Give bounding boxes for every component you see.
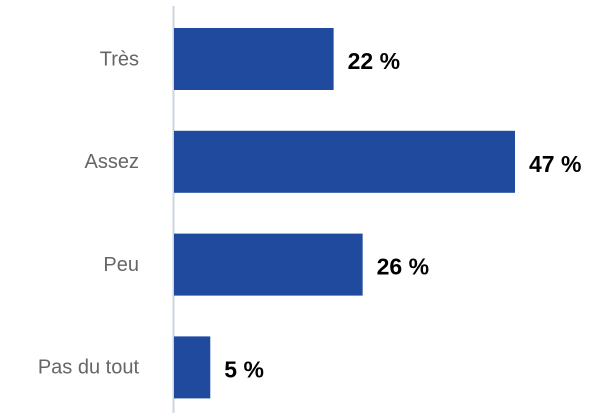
category-label: Pas du tout: [38, 357, 140, 379]
bar: [174, 336, 211, 399]
bar: [174, 28, 334, 90]
category-label: Très: [100, 48, 139, 70]
category-label: Peu: [103, 254, 139, 276]
category-label: Assez: [85, 151, 139, 173]
value-label: 5 %: [224, 356, 264, 382]
bar: [174, 233, 363, 296]
bar: [174, 130, 515, 193]
value-label: 47 %: [529, 151, 581, 177]
value-label: 26 %: [377, 254, 429, 280]
value-label: 22 %: [348, 48, 400, 74]
